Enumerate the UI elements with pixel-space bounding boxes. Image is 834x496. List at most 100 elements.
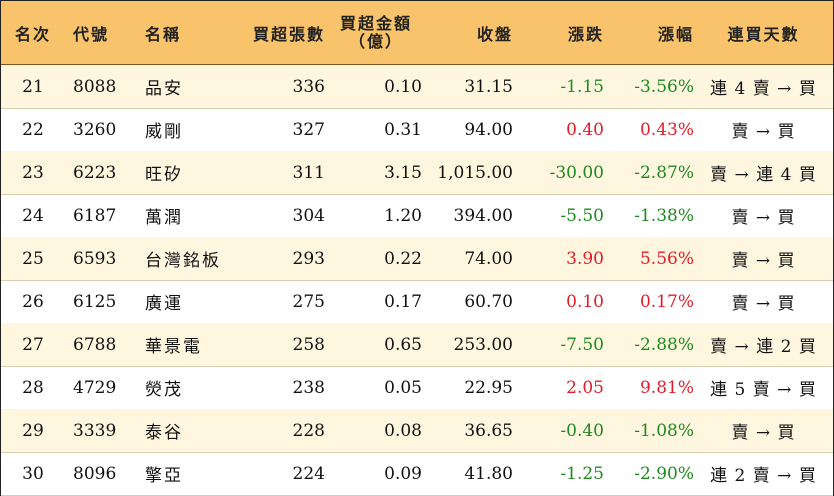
cell-close: 94.00 xyxy=(464,119,513,140)
cell-days: 賣 → 買 xyxy=(731,294,796,314)
cell-rank: 22 xyxy=(22,119,44,140)
cell-code: 6125 xyxy=(73,291,117,312)
cell-code: 6223 xyxy=(73,162,117,183)
cell-code: 6788 xyxy=(73,334,117,355)
cell-pct: -1.08% xyxy=(634,420,694,441)
cell-days: 賣 → 買 xyxy=(731,208,796,228)
table-row: 21 8088 品安 336 0.10 31.15 -1.15 -3.56% 連 4 賣 → 買 xyxy=(1,65,833,109)
cell-change: -5.50 xyxy=(560,205,604,226)
cell-amount: 0.17 xyxy=(384,291,422,312)
cell-name: 熒茂 xyxy=(145,380,183,400)
cell-name: 品安 xyxy=(145,79,183,99)
cell-days: 賣 → 買 xyxy=(731,122,796,142)
header-lots: 買超張數 xyxy=(252,24,325,44)
cell-name: 旺矽 xyxy=(145,165,183,185)
cell-lots: 293 xyxy=(292,248,325,269)
cell-change: -1.15 xyxy=(560,76,604,97)
cell-pct: -2.90% xyxy=(634,463,694,484)
cell-change: 2.05 xyxy=(566,377,604,398)
cell-lots: 311 xyxy=(292,162,325,183)
cell-close: 22.95 xyxy=(464,377,513,398)
cell-amount: 0.22 xyxy=(384,248,422,269)
cell-pct: -2.87% xyxy=(634,162,694,183)
cell-rank: 27 xyxy=(22,334,44,355)
cell-code: 3260 xyxy=(73,119,117,140)
cell-code: 8088 xyxy=(73,76,117,97)
cell-lots: 327 xyxy=(292,119,325,140)
cell-pct: 0.43% xyxy=(639,119,694,140)
cell-rank: 28 xyxy=(22,377,44,398)
table-row: 28 4729 熒茂 238 0.05 22.95 2.05 9.81% 連 5 賣 → 買 xyxy=(1,366,833,410)
cell-code: 3339 xyxy=(73,420,117,441)
cell-change: -30.00 xyxy=(549,162,604,183)
cell-name: 台灣銘板 xyxy=(145,251,221,271)
cell-amount: 0.08 xyxy=(384,420,422,441)
cell-close: 31.15 xyxy=(464,76,513,97)
table-row: 25 6593 台灣銘板 293 0.22 74.00 3.90 5.56% 賣 → 買 xyxy=(1,237,833,281)
table-row: 27 6788 華景電 258 0.65 253.00 -7.50 -2.88% 賣 → 連 2… xyxy=(1,323,833,367)
cell-code: 6187 xyxy=(73,205,117,226)
cell-close: 74.00 xyxy=(464,248,513,269)
cell-pct: -3.56% xyxy=(634,76,694,97)
cell-days: 連 2 賣 → 買 xyxy=(710,466,817,486)
cell-days: 連 5 賣 → 買 xyxy=(710,380,817,400)
cell-lots: 258 xyxy=(292,334,325,355)
header-name: 名稱 xyxy=(145,24,182,44)
cell-lots: 238 xyxy=(292,377,325,398)
cell-days: 賣 → 買 xyxy=(731,251,796,271)
cell-change: -0.40 xyxy=(560,420,604,441)
cell-name: 泰谷 xyxy=(145,423,183,443)
cell-pct: 9.81% xyxy=(639,377,694,398)
cell-lots: 228 xyxy=(292,420,325,441)
header-pct: 漲幅 xyxy=(657,24,694,44)
table-row: 29 3339 泰谷 228 0.08 36.65 -0.40 -1.08% 賣 → 買 xyxy=(1,409,833,453)
cell-change: 0.40 xyxy=(566,119,604,140)
header-amount-line1: 買超金額 xyxy=(339,13,412,33)
cell-close: 1,015.00 xyxy=(437,162,513,183)
cell-close: 60.70 xyxy=(464,291,513,312)
cell-pct: 5.56% xyxy=(639,248,694,269)
cell-change: -1.25 xyxy=(560,463,604,484)
cell-change: -7.50 xyxy=(560,334,604,355)
cell-pct: -2.88% xyxy=(634,334,694,355)
table-row: 24 6187 萬潤 304 1.20 394.00 -5.50 -1.38% 賣 → 買 xyxy=(1,194,833,238)
cell-amount: 0.65 xyxy=(384,334,422,355)
cell-change: 3.90 xyxy=(566,248,604,269)
cell-name: 華景電 xyxy=(145,337,202,357)
cell-amount: 0.09 xyxy=(384,463,422,484)
cell-close: 253.00 xyxy=(453,334,513,355)
cell-pct: -1.38% xyxy=(634,205,694,226)
cell-rank: 21 xyxy=(22,76,44,97)
cell-close: 41.80 xyxy=(464,463,513,484)
cell-lots: 304 xyxy=(292,205,325,226)
table-row: 23 6223 旺矽 311 3.15 1,015.00 -30.00 -2.87% 賣 → 連… xyxy=(1,151,833,195)
cell-lots: 275 xyxy=(292,291,325,312)
cell-code: 6593 xyxy=(73,248,117,269)
header-change: 漲跌 xyxy=(567,24,604,44)
cell-amount: 1.20 xyxy=(384,205,422,226)
cell-change: 0.10 xyxy=(566,291,604,312)
cell-rank: 30 xyxy=(22,463,44,484)
cell-rank: 26 xyxy=(22,291,44,312)
header-amount: 買超金額 （億） xyxy=(331,1,421,64)
cell-rank: 23 xyxy=(22,162,44,183)
cell-amount: 3.15 xyxy=(384,162,422,183)
cell-rank: 24 xyxy=(22,205,44,226)
cell-name: 威剛 xyxy=(145,122,183,142)
cell-name: 廣運 xyxy=(145,294,183,314)
header-rank: 名次 xyxy=(14,24,51,44)
cell-lots: 336 xyxy=(292,76,325,97)
table-row: 26 6125 廣運 275 0.17 60.70 0.10 0.17% 賣 → 買 xyxy=(1,280,833,324)
cell-close: 394.00 xyxy=(453,205,513,226)
cell-days: 連 4 賣 → 買 xyxy=(710,79,817,99)
cell-days: 賣 → 連 2 買 xyxy=(710,337,817,357)
table-header: 名次 代號 名稱 買超張數 買超金額 （億） 收盤 漲跌 漲幅 連買天數 xyxy=(1,1,833,65)
cell-lots: 224 xyxy=(292,463,325,484)
cell-amount: 0.10 xyxy=(384,76,422,97)
cell-amount: 0.05 xyxy=(384,377,422,398)
header-amount-line2: （億） xyxy=(348,31,403,51)
header-code: 代號 xyxy=(73,24,110,44)
cell-days: 賣 → 買 xyxy=(731,423,796,443)
cell-amount: 0.31 xyxy=(384,119,422,140)
